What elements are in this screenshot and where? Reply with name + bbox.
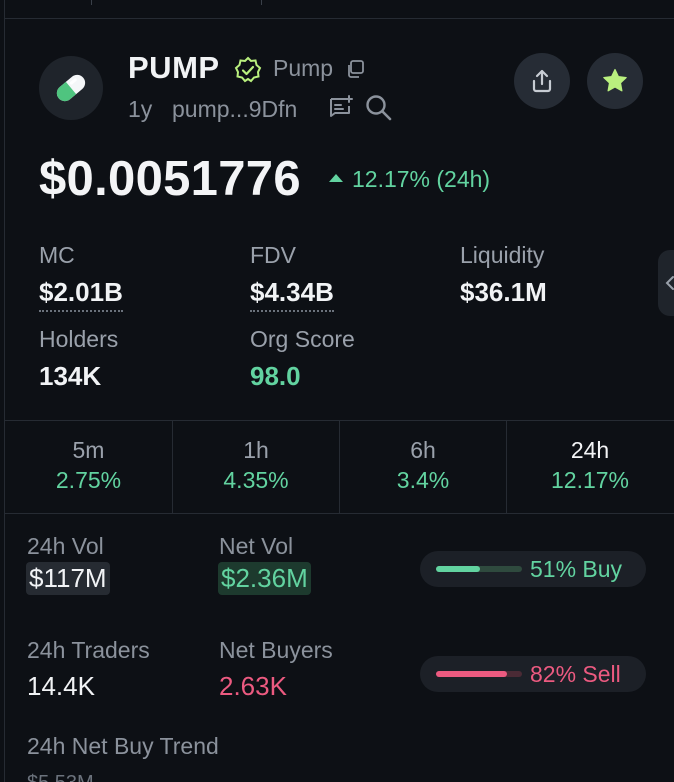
token-address[interactable]: pump...9Dfn xyxy=(172,96,298,122)
share-icon xyxy=(532,69,552,93)
timeframe-24h[interactable]: 24h 12.17% xyxy=(506,421,673,513)
timeframe-change: 3.4% xyxy=(396,467,450,493)
token-logo xyxy=(39,56,103,120)
top-divider xyxy=(5,18,674,19)
net-vol-label: Net Vol xyxy=(219,533,294,559)
share-button[interactable] xyxy=(514,53,570,109)
timeframe-6h[interactable]: 6h 3.4% xyxy=(339,421,506,513)
timeframe-label: 24h xyxy=(570,437,610,463)
timeframe-5m[interactable]: 5m 2.75% xyxy=(5,421,172,513)
vol-label: 24h Vol xyxy=(27,533,104,559)
timeframe-change: 4.35% xyxy=(223,467,289,493)
net-buyers-value: 2.63K xyxy=(219,671,287,701)
fdv-value[interactable]: $4.34B xyxy=(250,277,334,312)
buy-bar-fill xyxy=(436,566,480,572)
holders-value: 134K xyxy=(39,361,102,391)
verified-badge-icon xyxy=(234,56,262,83)
net-vol-value: $2.36M xyxy=(218,562,311,595)
timeframe-change: 12.17% xyxy=(550,467,629,493)
timeframe-label: 1h xyxy=(243,437,269,463)
fdv-label: FDV xyxy=(250,242,296,268)
token-panel: PUMP Pump 1y pump...9Dfn $0.0051776 12.1… xyxy=(4,0,674,782)
pill-logo-icon xyxy=(56,74,86,102)
org-score-value: 98.0 xyxy=(250,361,301,391)
net-buy-trend-label: 24h Net Buy Trend xyxy=(27,733,219,759)
net-buyers-label: Net Buyers xyxy=(219,637,333,663)
notes-icon[interactable] xyxy=(327,94,355,122)
net-buy-trend-value: $5.53M xyxy=(27,772,94,782)
copy-icon[interactable] xyxy=(345,59,365,79)
traders-label: 24h Traders xyxy=(27,637,150,663)
mc-label: MC xyxy=(39,242,75,268)
buy-ratio-pill: 51% Buy xyxy=(420,551,646,587)
sell-bar-fill xyxy=(436,671,507,677)
traders-value: 14.4K xyxy=(27,671,95,701)
mc-value[interactable]: $2.01B xyxy=(39,277,123,312)
timeframe-1h[interactable]: 1h 4.35% xyxy=(172,421,339,513)
watchlist-star-button[interactable] xyxy=(587,53,643,109)
timeframe-change: 2.75% xyxy=(55,467,122,493)
token-age: 1y xyxy=(128,96,153,122)
liquidity-value: $36.1M xyxy=(460,277,547,307)
buy-bar-track xyxy=(436,566,522,572)
chevron-left-icon xyxy=(665,276,674,290)
sell-ratio-text: 82% Sell xyxy=(530,661,621,687)
side-collapse-tab[interactable] xyxy=(658,250,674,316)
price-up-arrow-icon xyxy=(329,174,343,182)
token-name: Pump xyxy=(273,55,334,81)
org-score-label: Org Score xyxy=(250,326,355,352)
timeframe-label: 5m xyxy=(72,437,105,463)
token-symbol: PUMP xyxy=(128,50,220,85)
search-icon[interactable] xyxy=(364,93,394,123)
sell-bar-track xyxy=(436,671,522,677)
vol-value: $117M xyxy=(26,562,110,595)
price-change-24h: 12.17% (24h) xyxy=(352,166,491,192)
sell-ratio-pill: 82% Sell xyxy=(420,656,646,692)
timeframe-label: 6h xyxy=(410,437,436,463)
star-icon xyxy=(603,68,627,92)
buy-ratio-text: 51% Buy xyxy=(530,556,623,582)
top-ticks xyxy=(5,0,674,6)
liquidity-label: Liquidity xyxy=(460,242,545,268)
divider xyxy=(5,513,674,514)
divider xyxy=(5,420,674,421)
token-price: $0.0051776 xyxy=(39,152,301,206)
holders-label: Holders xyxy=(39,326,119,352)
